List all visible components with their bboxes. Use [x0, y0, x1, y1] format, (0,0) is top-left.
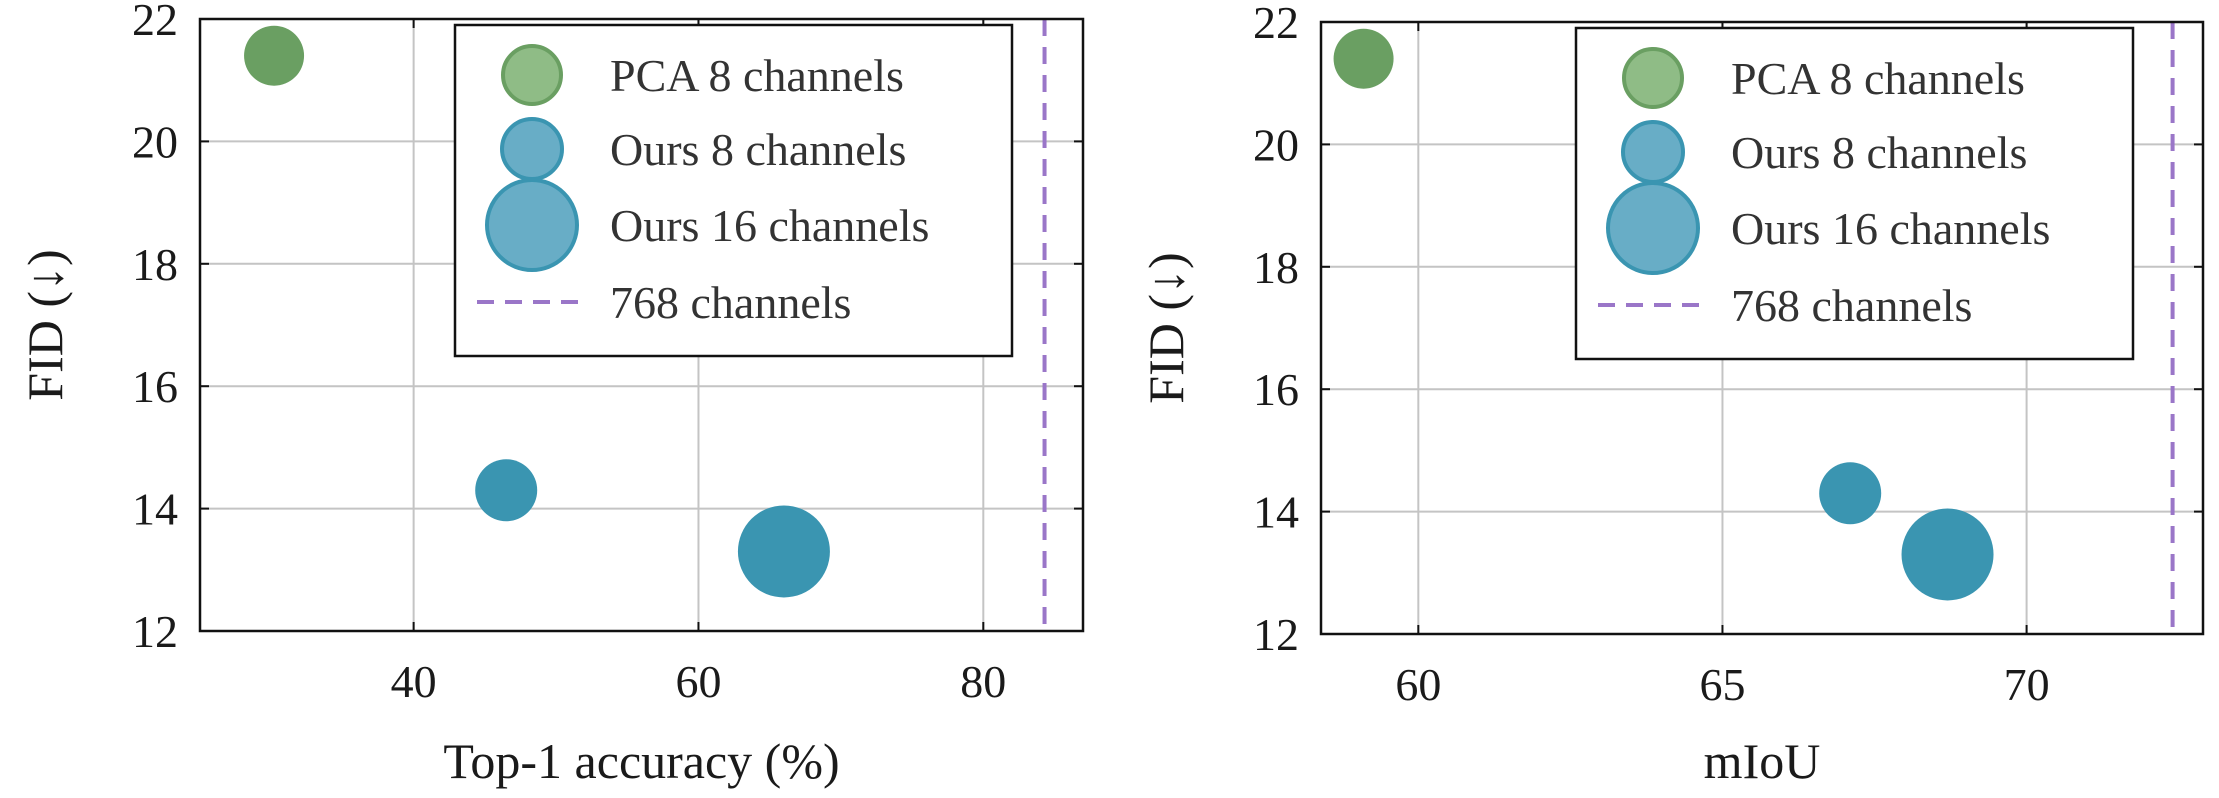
- y-tick-label: 12: [1253, 609, 1299, 660]
- legend-label: 768 channels: [1731, 280, 1972, 331]
- legend-label: PCA 8 channels: [1731, 53, 2025, 104]
- plot-frame: [1319, 20, 2205, 636]
- legend-label: Ours 16 channels: [1731, 203, 2050, 254]
- legend-marker-pca-8-channels: [1622, 47, 1684, 109]
- y-axis-title: FID (↓): [17, 249, 73, 400]
- y-tick-label: 22: [132, 0, 178, 45]
- y-tick-label: 16: [132, 361, 178, 412]
- x-tick-label: 40: [391, 656, 437, 707]
- y-tick-label: 12: [132, 606, 178, 657]
- legend-marker-ours-8-channels: [500, 117, 564, 181]
- y-tick-label: 16: [1253, 364, 1299, 415]
- legend-label: Ours 16 channels: [610, 200, 929, 251]
- y-tick-label: 14: [132, 484, 178, 535]
- legend: PCA 8 channels Ours 8 channels Ours 16 cha…: [453, 23, 1014, 358]
- legend-label: Ours 8 channels: [610, 124, 906, 175]
- y-tick-label: 18: [1253, 242, 1299, 293]
- chart-panel-2: 60 65 70 12 14 16 18 20 22 mIoU FID (↓) PCA 8 chann…: [1138, 0, 2205, 789]
- legend-marker-ours-16-channels: [1606, 181, 1700, 275]
- x-axis-title: mIoU: [1704, 733, 1821, 789]
- y-tick-label: 14: [1253, 487, 1299, 538]
- data-point-ours-8-channels: [475, 459, 538, 522]
- legend: PCA 8 channels Ours 8 channels Ours 16 cha…: [1574, 26, 2135, 361]
- legend-marker-ours-8-channels: [1621, 120, 1685, 184]
- y-tick-label: 18: [132, 239, 178, 290]
- chart-panel-1: 40 60 80 12 14 16 18 20 22 Top-1 accuracy (%) FID …: [17, 0, 1085, 789]
- x-tick-label: 60: [675, 656, 721, 707]
- y-tick-label: 22: [1253, 0, 1299, 48]
- x-tick-label: 80: [960, 656, 1006, 707]
- data-point-pca-8-channels: [244, 25, 305, 86]
- y-tick-label: 20: [1253, 119, 1299, 170]
- x-tick-label: 60: [1395, 659, 1441, 710]
- legend-label: Ours 8 channels: [1731, 127, 2027, 178]
- plot-frame: [198, 17, 1085, 633]
- data-point-ours-16-channels: [737, 505, 830, 598]
- data-point-ours-8-channels: [1819, 462, 1882, 525]
- x-tick-label: 70: [2004, 659, 2050, 710]
- x-axis-title: Top-1 accuracy (%): [443, 733, 839, 789]
- legend-marker-pca-8-channels: [501, 44, 563, 106]
- legend-marker-ours-16-channels: [485, 178, 579, 272]
- y-tick-label: 20: [132, 116, 178, 167]
- data-point-ours-16-channels: [1901, 508, 1994, 601]
- x-tick-label: 65: [1699, 659, 1745, 710]
- legend-label: 768 channels: [610, 277, 851, 328]
- legend-label: PCA 8 channels: [610, 50, 904, 101]
- y-axis-title: FID (↓): [1138, 252, 1194, 403]
- data-point-pca-8-channels: [1333, 28, 1394, 89]
